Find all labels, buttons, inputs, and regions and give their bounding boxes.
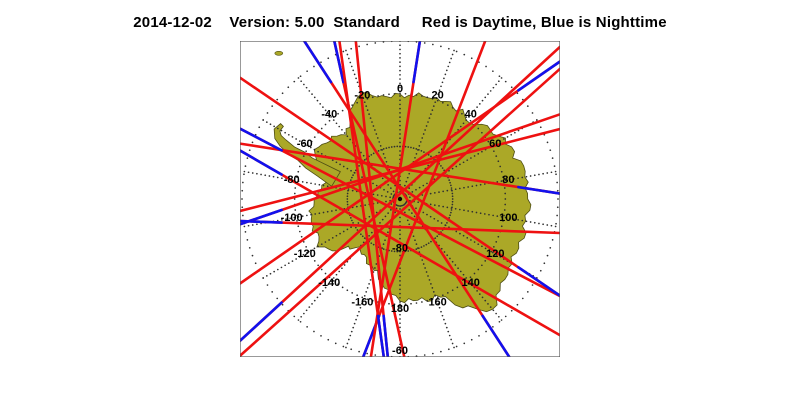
svg-text:20: 20 [431,90,443,102]
svg-text:-40: -40 [321,109,337,121]
svg-text:140: 140 [462,277,480,289]
svg-text:60: 60 [489,138,501,150]
svg-text:40: 40 [465,109,477,121]
svg-text:0: 0 [397,83,403,95]
svg-text:160: 160 [428,296,446,308]
svg-text:180: 180 [391,303,409,315]
svg-text:-20: -20 [354,90,370,102]
svg-text:100: 100 [499,212,517,224]
svg-text:-140: -140 [318,277,340,289]
svg-text:-80: -80 [284,174,300,186]
svg-text:-120: -120 [294,248,316,260]
svg-text:120: 120 [486,248,504,260]
svg-text:-160: -160 [351,296,373,308]
svg-text:80: 80 [502,174,514,186]
svg-text:-80: -80 [392,243,408,255]
svg-text:-60: -60 [297,138,313,150]
svg-text:-100: -100 [281,212,303,224]
svg-text:-60: -60 [392,345,408,357]
